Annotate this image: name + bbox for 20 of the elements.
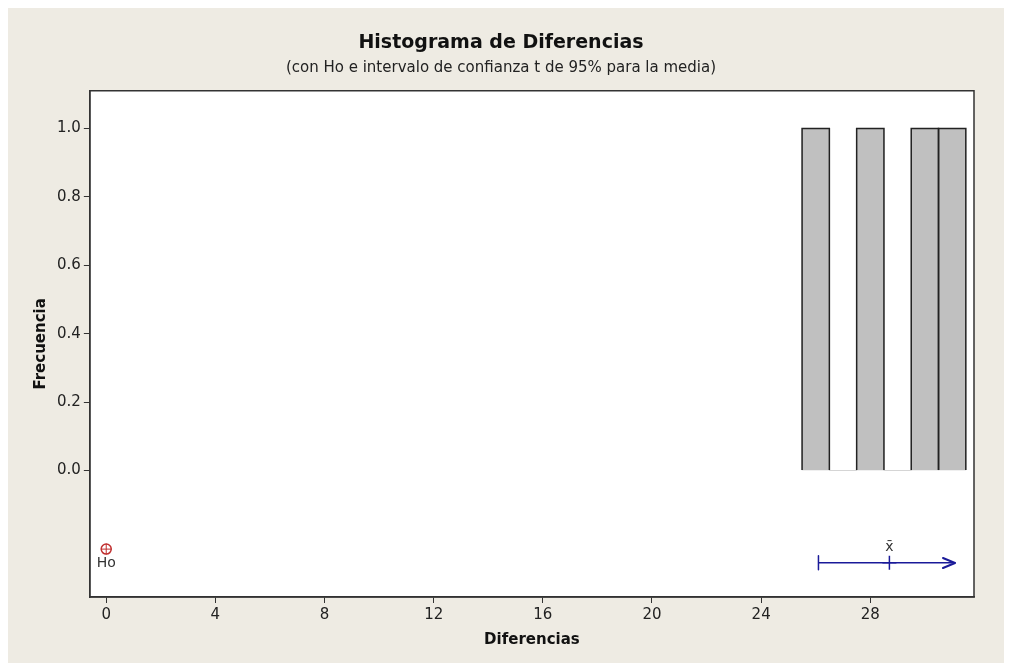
y-tick-label: 0.0 [57, 460, 81, 479]
x-tick-label: 12 [424, 604, 444, 623]
x-tick-label: 16 [533, 604, 553, 623]
series-label: x̄ [885, 538, 894, 555]
x-tick-label: 4 [210, 604, 221, 623]
x-tick-label: 20 [642, 604, 662, 623]
x-tick-label: 28 [860, 604, 880, 623]
y-tick-label: 0.8 [57, 186, 81, 205]
y-axis-title: Frecuencia [30, 298, 49, 390]
series-label: Ho [96, 553, 116, 570]
y-tick-label: 0.6 [57, 255, 81, 274]
x-tick-label: 0 [101, 604, 111, 623]
y-tick-label: 0.4 [57, 323, 81, 342]
y-tick-label: 1.0 [57, 118, 81, 137]
y-tick-label: 0.2 [57, 391, 81, 410]
x-tick-label: 8 [319, 604, 330, 623]
chart-title: Histograma de Diferencias [358, 30, 644, 53]
x-axis-title: Diferencias [484, 629, 580, 648]
chart-subtitle: (con Ho e intervalo de confianza t de 95% para la media) [285, 57, 717, 76]
x-tick-label: 24 [751, 604, 771, 623]
